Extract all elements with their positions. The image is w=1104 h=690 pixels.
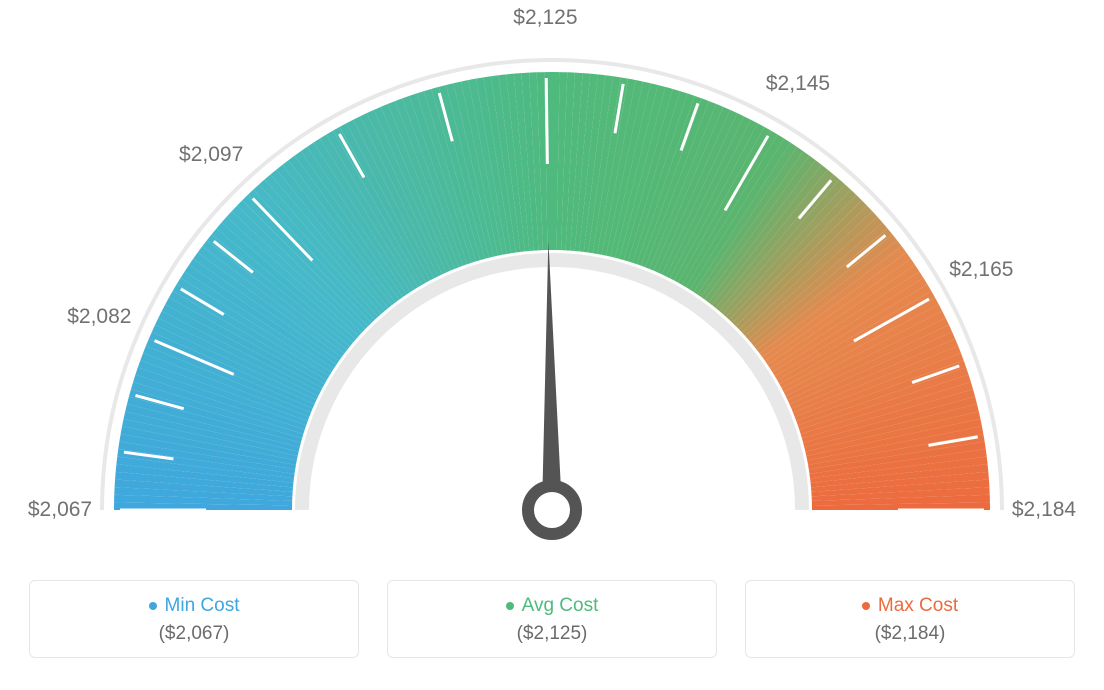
gauge-tick-label: $2,097 [179, 143, 243, 167]
gauge-tick-label: $2,067 [28, 498, 92, 522]
legend-min-label: Min Cost [165, 595, 240, 617]
gauge-tick-label: $2,125 [513, 6, 577, 30]
legend-max-label: Max Cost [878, 595, 958, 617]
gauge-tick-label: $2,082 [67, 305, 131, 329]
gauge-area: $2,067 $2,082 $2,097 $2,125 $2,145 $2,165 $2,1… [0, 0, 1104, 560]
legend-min-dot [149, 602, 157, 610]
legend-card-max: Max Cost ($2,184) [745, 580, 1075, 658]
legend-card-avg: Avg Cost ($2,125) [387, 580, 717, 658]
legend-max-dot [862, 602, 870, 610]
gauge-tick-label: $2,165 [949, 258, 1013, 282]
legend-max-title: Max Cost [862, 595, 958, 617]
legend-max-value: ($2,184) [764, 623, 1056, 645]
legend-row: Min Cost ($2,067) Avg Cost ($2,125) Max … [0, 580, 1104, 658]
gauge-tick-label: $2,145 [766, 72, 830, 96]
legend-avg-dot [506, 602, 514, 610]
gauge-svg [0, 0, 1104, 560]
legend-min-title: Min Cost [149, 595, 240, 617]
legend-min-value: ($2,067) [48, 623, 340, 645]
legend-avg-value: ($2,125) [406, 623, 698, 645]
cost-gauge-chart: $2,067 $2,082 $2,097 $2,125 $2,145 $2,165 $2,1… [0, 0, 1104, 690]
legend-avg-label: Avg Cost [522, 595, 599, 617]
legend-avg-title: Avg Cost [506, 595, 599, 617]
legend-card-min: Min Cost ($2,067) [29, 580, 359, 658]
gauge-tick-label: $2,184 [1012, 498, 1076, 522]
